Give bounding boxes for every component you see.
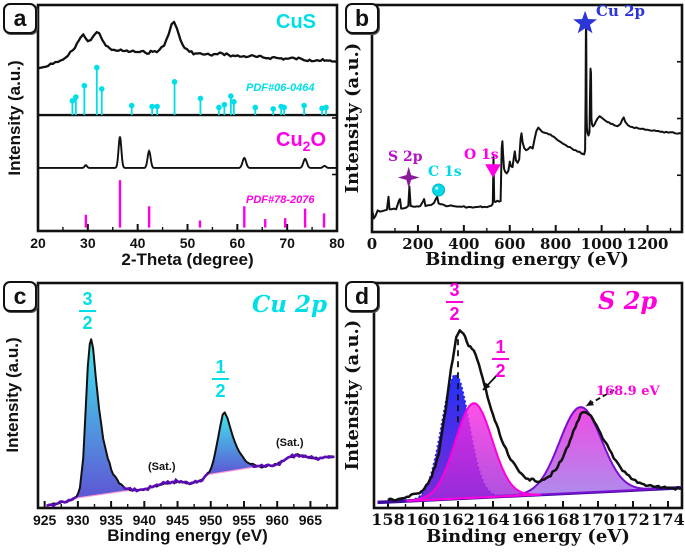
axis-tick-label: 164 bbox=[476, 510, 509, 529]
cu2p-marker-label: Cu 2p bbox=[596, 2, 645, 20]
s2p-spectrum-title: S 2p bbox=[598, 286, 658, 315]
fraction-bar bbox=[79, 309, 96, 313]
frac-den: 2 bbox=[449, 304, 460, 325]
frac-den: 2 bbox=[215, 381, 226, 402]
frac-den: 2 bbox=[495, 361, 506, 382]
cu2p-peak-fill bbox=[73, 339, 131, 499]
star4-icon bbox=[397, 166, 420, 189]
panel-d-x-axis-title: Binding energy (eV) bbox=[426, 526, 630, 547]
axis-tick-label: 965 bbox=[299, 512, 323, 528]
panel-letter-a: a bbox=[13, 5, 27, 31]
axis-tick-label: 0 bbox=[367, 235, 377, 253]
cu2o-subscript: 2 bbox=[302, 138, 311, 154]
panel-letter-b: b bbox=[354, 5, 370, 31]
fraction-bar bbox=[492, 357, 509, 361]
axis-tick-label: 70 bbox=[279, 235, 295, 251]
axis-tick-label: 925 bbox=[33, 512, 57, 528]
background-trace bbox=[46, 495, 78, 508]
axis-tick-label: 40 bbox=[130, 235, 146, 251]
panel-d-y-axis-title: Intensity (a.u.) bbox=[342, 319, 363, 471]
cu2p-spectrum-title: Cu 2p bbox=[252, 291, 328, 318]
axis-tick-label: 940 bbox=[133, 512, 157, 528]
c1s-marker-label: C 1s bbox=[428, 164, 462, 180]
axis-tick-label: 1000 bbox=[581, 235, 623, 253]
fraction-bar bbox=[446, 300, 463, 304]
cus-xrd-curve bbox=[37, 20, 338, 70]
axis-tick-label: 170 bbox=[581, 510, 614, 529]
panel-label-a: a bbox=[3, 3, 37, 34]
axis-tick-label: 955 bbox=[232, 512, 256, 528]
panel-letter-d: d bbox=[354, 283, 370, 309]
fraction-bar bbox=[212, 377, 229, 381]
reference-sticks-#00dfe8 bbox=[69, 64, 329, 116]
axis-tick-label: 60 bbox=[230, 235, 246, 251]
survey-spectrum-curve bbox=[371, 26, 683, 220]
satellite-label-2: (Sat.) bbox=[276, 437, 304, 449]
panel-a-y-axis-title: Intensity (a.u.) bbox=[5, 60, 24, 176]
axis-tick-label: 950 bbox=[199, 512, 223, 528]
cu2o-xrd-curve bbox=[38, 136, 337, 169]
fitted-component bbox=[503, 406, 657, 498]
s2p-spectrum-curve bbox=[387, 329, 683, 502]
axis-tick-label: 168 bbox=[546, 510, 579, 529]
circle-icon bbox=[432, 183, 446, 197]
triangle-down-icon bbox=[485, 164, 501, 178]
star5-icon bbox=[573, 10, 597, 34]
axis-tick-label: 600 bbox=[494, 235, 525, 253]
axis-tick-label: 174 bbox=[651, 510, 684, 529]
panel-a-x-axis-title: 2-Theta (degree) bbox=[121, 250, 254, 269]
frac-num: 1 bbox=[495, 337, 506, 357]
cu2o-end: O bbox=[310, 129, 327, 151]
panel-letter-c: c bbox=[13, 283, 27, 309]
cus-pdf-reference: PDF#06-0464 bbox=[246, 82, 315, 94]
panel-c-x-axis-title: Binding energy (eV) bbox=[107, 526, 268, 545]
axis-tick-label: 200 bbox=[402, 235, 433, 253]
axis-tick-label: 935 bbox=[99, 512, 123, 528]
cu2o-base: Cu bbox=[276, 129, 303, 151]
axis-tick-label: 50 bbox=[180, 235, 196, 251]
fitted-component bbox=[406, 402, 543, 502]
frac-num: 3 bbox=[449, 280, 460, 300]
panel-label-c: c bbox=[3, 281, 37, 312]
axis-tick-label: 800 bbox=[540, 235, 571, 253]
cus-phase-label: CuS bbox=[276, 11, 316, 33]
panel-b-y-axis-title: Intensity (a.u.) bbox=[342, 42, 363, 194]
axis-tick-label: 20 bbox=[30, 235, 46, 251]
axis-tick-label: 930 bbox=[66, 512, 90, 528]
axis-tick-label: 400 bbox=[448, 235, 479, 253]
satellite-label-1: (Sat.) bbox=[148, 461, 176, 473]
background-trace bbox=[250, 452, 335, 469]
axis-tick-label: 160 bbox=[406, 510, 439, 529]
axis-tick-label: 162 bbox=[441, 510, 474, 529]
reference-sticks-#ff00e6 bbox=[84, 180, 326, 228]
sulfate-binding-energy-label: 168.9 eV bbox=[596, 384, 660, 399]
axis-tick-label: 1200 bbox=[627, 235, 669, 253]
axis-tick-label: 945 bbox=[166, 512, 190, 528]
axis-tick-label: 80 bbox=[329, 235, 345, 251]
axis-tick-label: 30 bbox=[80, 235, 96, 251]
panel-label-b: b bbox=[345, 3, 379, 34]
frac-den: 2 bbox=[82, 313, 93, 334]
s2p-marker-label: S 2p bbox=[388, 149, 423, 165]
axis-tick-label: 960 bbox=[266, 512, 290, 528]
axis-tick-label: 158 bbox=[371, 510, 404, 529]
panel-c-y-axis-title: Intensity (a.u.) bbox=[3, 337, 22, 453]
cu2o-pdf-reference: PDF#78-2076 bbox=[246, 194, 315, 206]
o1s-marker-label: O 1s bbox=[464, 147, 499, 163]
panel-label-d: d bbox=[345, 281, 379, 312]
axis-tick-label: 172 bbox=[616, 510, 649, 529]
frac-num: 1 bbox=[215, 357, 226, 377]
background-trace bbox=[122, 472, 209, 493]
frac-num: 3 bbox=[82, 289, 93, 309]
axis-tick-label: 166 bbox=[511, 510, 544, 529]
cu2o-phase-label: Cu2O bbox=[276, 129, 326, 154]
panel-b-x-axis-title: Binding energy (eV) bbox=[425, 249, 629, 270]
